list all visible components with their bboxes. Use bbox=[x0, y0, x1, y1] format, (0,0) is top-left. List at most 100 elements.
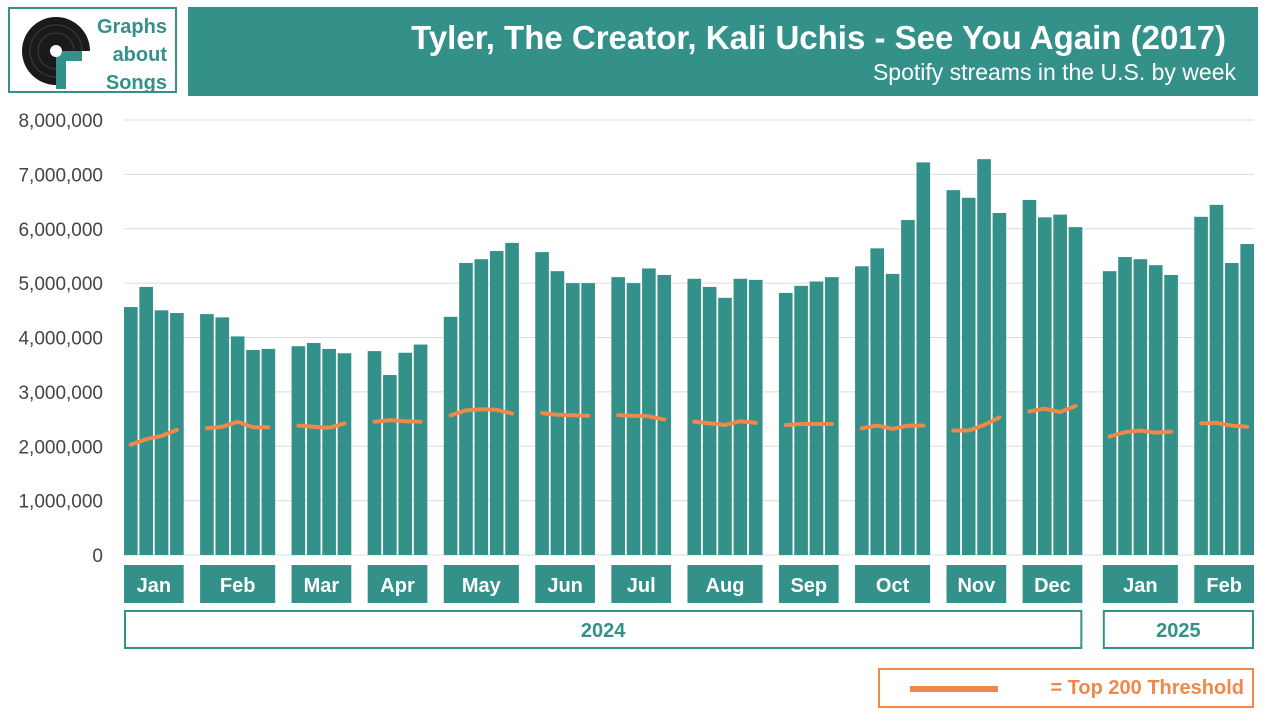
bar bbox=[977, 159, 991, 555]
month-label-box bbox=[946, 565, 1007, 603]
month-label: Apr bbox=[380, 575, 415, 597]
month-label: Sep bbox=[790, 575, 827, 597]
chart-subtitle: Spotify streams in the U.S. by week bbox=[872, 59, 1236, 85]
threshold-line bbox=[692, 419, 758, 427]
y-tick-label: 5,000,000 bbox=[18, 274, 103, 295]
month-label-box bbox=[367, 565, 428, 603]
month-label-box bbox=[1102, 565, 1178, 603]
bar bbox=[1164, 274, 1178, 555]
bar bbox=[748, 279, 763, 555]
bar bbox=[1194, 216, 1208, 555]
month-label-box bbox=[687, 565, 763, 603]
y-tick-label: 7,000,000 bbox=[18, 165, 103, 186]
bar bbox=[505, 242, 519, 555]
month-label-box bbox=[611, 565, 672, 603]
bar bbox=[885, 273, 900, 555]
threshold-line bbox=[1027, 404, 1078, 414]
year-label: 2024 bbox=[581, 620, 626, 642]
bar bbox=[535, 252, 549, 555]
month-label-box bbox=[535, 565, 595, 603]
bar bbox=[1225, 263, 1239, 555]
bar bbox=[961, 197, 976, 555]
threshold-line bbox=[616, 413, 667, 422]
month-label: Jul bbox=[627, 575, 656, 597]
logo-line-2: about bbox=[112, 44, 167, 66]
bar bbox=[626, 283, 641, 555]
y-tick-label: 6,000,000 bbox=[18, 220, 103, 241]
month-label-box bbox=[855, 565, 931, 603]
bar bbox=[1209, 204, 1224, 555]
bar bbox=[870, 248, 885, 555]
bar bbox=[855, 266, 869, 555]
bar-chart: 0 1,000,000 2,000,000 3,000,000 4,000,000 5,0… bbox=[18, 111, 1254, 649]
bar bbox=[246, 350, 260, 555]
month-label: Dec bbox=[1034, 575, 1071, 597]
bar bbox=[901, 220, 915, 556]
y-tick-label: 8,000,000 bbox=[18, 111, 103, 132]
bar bbox=[367, 351, 382, 555]
vinyl-record-icon bbox=[22, 17, 96, 89]
bar bbox=[443, 316, 458, 555]
header-bar: Tyler, The Creator, Kali Uchis - See You… bbox=[188, 7, 1258, 96]
month-label-box bbox=[291, 565, 352, 603]
month-label-box bbox=[200, 565, 276, 603]
y-tick-label: 0 bbox=[92, 546, 103, 567]
bar bbox=[489, 251, 504, 555]
year-label-box bbox=[124, 610, 1083, 649]
threshold-line bbox=[1107, 428, 1174, 439]
threshold-line bbox=[783, 422, 834, 427]
bar bbox=[413, 344, 428, 555]
bar bbox=[139, 286, 153, 555]
bar bbox=[1022, 199, 1037, 555]
bar bbox=[322, 348, 336, 555]
bar bbox=[154, 310, 169, 555]
month-label: Jan bbox=[137, 575, 171, 597]
bar bbox=[733, 278, 748, 555]
bar bbox=[215, 317, 230, 555]
bar bbox=[337, 353, 352, 555]
month-label: May bbox=[462, 575, 502, 597]
legend-threshold-swatch bbox=[910, 686, 998, 692]
bar bbox=[1133, 259, 1148, 555]
chart-title: Tyler, The Creator, Kali Uchis - See You… bbox=[411, 19, 1226, 56]
bar bbox=[1102, 271, 1117, 555]
month-label: Mar bbox=[304, 575, 340, 597]
y-tick-label: 3,000,000 bbox=[18, 383, 103, 404]
threshold-line bbox=[372, 418, 423, 424]
month-label: Oct bbox=[876, 575, 910, 597]
logo-line-1: Graphs bbox=[96, 16, 167, 38]
threshold-line bbox=[296, 421, 347, 430]
year-label: 2025 bbox=[1156, 620, 1201, 642]
bar bbox=[1037, 217, 1052, 556]
bar bbox=[1118, 257, 1132, 555]
y-tick-label: 4,000,000 bbox=[18, 329, 103, 350]
threshold-line bbox=[951, 415, 1002, 433]
bar bbox=[1068, 227, 1083, 555]
month-label: Aug bbox=[706, 575, 745, 597]
month-label-box bbox=[778, 565, 839, 603]
month-label: Jan bbox=[1123, 575, 1157, 597]
bar bbox=[398, 352, 413, 555]
threshold-line bbox=[540, 411, 591, 418]
logo-line-3: Songs bbox=[105, 72, 167, 94]
bar bbox=[1148, 265, 1163, 555]
bar bbox=[1240, 243, 1254, 555]
bar bbox=[306, 342, 321, 555]
bar bbox=[230, 336, 245, 555]
bar bbox=[825, 277, 839, 555]
bar bbox=[291, 346, 306, 555]
bar bbox=[383, 375, 397, 555]
logo-text: Graphs about Songs bbox=[97, 13, 167, 97]
logo: Graphs about Songs bbox=[8, 7, 177, 94]
bar bbox=[702, 286, 717, 555]
month-label: Jun bbox=[547, 575, 583, 597]
bar bbox=[124, 307, 138, 555]
bar bbox=[657, 274, 672, 555]
bar bbox=[809, 281, 824, 555]
month-label: Feb bbox=[220, 575, 256, 597]
bar bbox=[1053, 214, 1067, 556]
bar bbox=[261, 348, 276, 555]
bar bbox=[581, 283, 595, 555]
bar bbox=[946, 190, 961, 556]
y-tick-label: 2,000,000 bbox=[18, 437, 103, 458]
